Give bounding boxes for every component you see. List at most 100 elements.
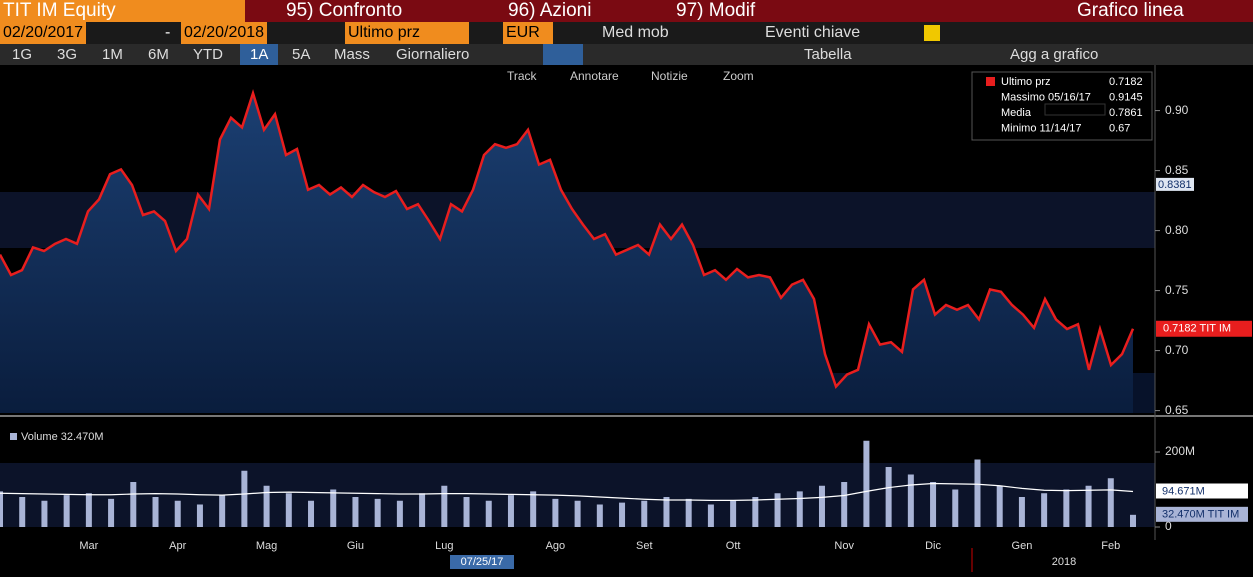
tool[interactable]: Notizie xyxy=(651,69,688,83)
menu-item[interactable]: 95) Confronto xyxy=(286,0,403,21)
y-tick-label: 0.65 xyxy=(1165,403,1189,417)
legend-value: 0.7861 xyxy=(1109,107,1143,119)
volume-bar xyxy=(907,474,914,527)
volume-bar xyxy=(863,440,870,527)
last-value-box xyxy=(1156,483,1248,499)
volume-bar xyxy=(685,498,692,527)
volume-bar xyxy=(330,489,337,527)
y-tick-label: 0.80 xyxy=(1165,223,1189,237)
legend-name: Ultimo prz xyxy=(1001,76,1051,88)
volume-bar xyxy=(952,489,959,527)
start-date[interactable]: 02/20/2017 xyxy=(0,22,87,44)
volume-bar xyxy=(1107,478,1114,527)
year-label: 2018 xyxy=(1052,556,1076,568)
volume-bar xyxy=(730,500,737,527)
volume-bar xyxy=(996,485,1003,527)
tool[interactable]: Annotare xyxy=(570,69,619,83)
period[interactable]: Mass xyxy=(334,46,370,63)
volume-bar xyxy=(1130,514,1136,527)
period[interactable]: 6M xyxy=(148,46,169,63)
last-value-label: 94.671M xyxy=(1162,485,1205,497)
period[interactable]: 1G xyxy=(12,46,33,63)
volume-bar xyxy=(174,500,181,527)
add-chart[interactable]: Agg a grafico xyxy=(1010,46,1099,63)
volume-bar xyxy=(1085,485,1092,527)
legend-swatch xyxy=(10,433,17,440)
volume-bar xyxy=(19,497,26,527)
table-button[interactable]: Tabella xyxy=(804,46,852,63)
y-tick-label: 0.70 xyxy=(1165,343,1189,357)
volume-bar xyxy=(1018,497,1025,527)
reference-label: 0.8381 xyxy=(1158,179,1192,191)
legend-entry: Volume 32.470M xyxy=(21,431,104,443)
x-tick-label: Gen xyxy=(1012,540,1033,552)
x-tick-label: Mag xyxy=(256,540,277,552)
frequency[interactable]: Giornaliero xyxy=(396,46,470,63)
date-marker-box xyxy=(450,555,514,569)
last-value-box xyxy=(1156,320,1252,337)
end-date[interactable]: 02/20/2018 xyxy=(181,22,268,44)
x-tick-label: Set xyxy=(636,540,653,552)
period[interactable]: 5A xyxy=(292,46,311,63)
volume-bar xyxy=(663,497,670,527)
volume-bar xyxy=(196,504,203,527)
volume-bar xyxy=(507,495,514,527)
volume-bar xyxy=(441,485,448,527)
tool[interactable]: Zoom xyxy=(723,69,754,83)
option[interactable]: Med mob xyxy=(602,24,669,41)
security[interactable]: TIT IM Equity xyxy=(0,0,245,22)
volume-bar xyxy=(974,459,981,527)
volume-bar xyxy=(530,491,537,527)
period[interactable]: 1A xyxy=(240,44,279,65)
last-value-label: 0.7182 TIT IM xyxy=(1163,323,1231,335)
volume-bar xyxy=(1063,489,1070,527)
volume-bar xyxy=(818,485,825,527)
volume-bar xyxy=(396,500,403,527)
date-marker: 07/25/17 xyxy=(461,556,504,568)
volume-bar xyxy=(0,491,3,527)
x-tick-label: Feb xyxy=(1101,540,1120,552)
last-value-box xyxy=(1156,506,1248,522)
volume-bar xyxy=(152,497,159,527)
legend-value: 0.9145 xyxy=(1109,91,1143,103)
tool[interactable]: Track xyxy=(507,69,537,83)
volume-bar xyxy=(596,504,603,527)
legend-name: Media xyxy=(1001,107,1032,119)
info-icon[interactable] xyxy=(924,25,940,41)
legend-blank xyxy=(1044,103,1106,116)
option[interactable]: Eventi chiave xyxy=(765,24,861,41)
title-bar: TIT IM Equity 95) Confronto 96) Azioni 9… xyxy=(0,0,1253,22)
field[interactable]: Ultimo prz xyxy=(345,22,469,44)
x-tick-label: Apr xyxy=(169,540,186,552)
volume-bar xyxy=(619,502,626,527)
period[interactable]: 3G xyxy=(57,46,78,63)
volume-bar xyxy=(308,500,315,527)
volume-bar xyxy=(574,500,581,527)
price-line xyxy=(0,88,1135,390)
menu-item[interactable]: 96) Azioni xyxy=(508,0,592,21)
volume-bar xyxy=(85,493,92,527)
volume-bar xyxy=(774,493,781,527)
volume-bar xyxy=(63,495,70,527)
area xyxy=(0,93,1133,413)
period[interactable]: YTD xyxy=(193,46,223,63)
period[interactable]: 1M xyxy=(102,46,123,63)
chart: 0.65 0.70 0.75 0.80 0.85 0.90 0.8381 0.7182 TIT… xyxy=(0,65,1253,572)
legend-name: Massimo 05/16/17 xyxy=(1001,91,1091,103)
volume-bar xyxy=(930,482,937,527)
volume-bar xyxy=(796,491,803,527)
volume-bar xyxy=(1041,493,1048,527)
volume-bar xyxy=(641,500,648,527)
currency[interactable]: EUR xyxy=(503,22,553,44)
volume-bar xyxy=(374,498,381,527)
menu-item[interactable]: 97) Modif xyxy=(676,0,756,21)
chart-kind: Grafico linea xyxy=(1077,0,1184,21)
line-button[interactable] xyxy=(543,44,583,65)
volume-bar xyxy=(552,498,559,527)
x-tick-label: Lug xyxy=(435,540,453,552)
field-bar: 02/20/2017 - 02/20/2018 Ultimo prz EUR M… xyxy=(0,22,1253,44)
x-tick-label: Dic xyxy=(925,540,941,552)
volume-bar xyxy=(419,493,426,527)
y-tick-label: 200M xyxy=(1165,444,1195,458)
